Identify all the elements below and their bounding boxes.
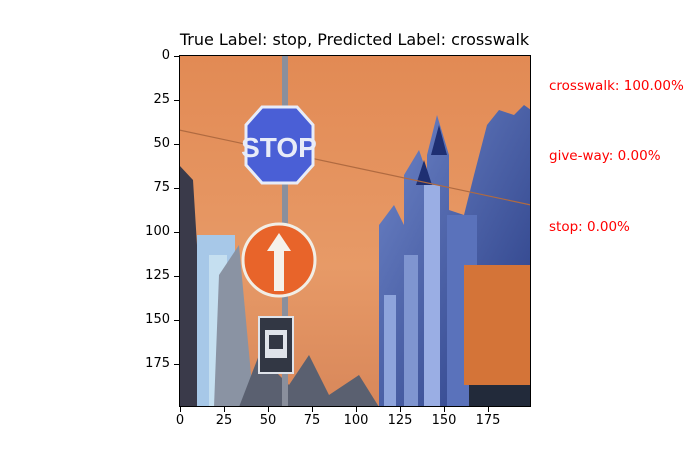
y-tick-label: 175 [145,356,170,371]
figure-title: True Label: stop, Predicted Label: cross… [179,30,530,49]
x-tick-label: 150 [431,413,457,428]
x-tick-label: 0 [175,413,185,428]
y-tick-label: 25 [153,92,170,107]
x-tick-label: 125 [387,413,413,428]
y-tick-label: 100 [145,224,170,239]
x-tick-label: 50 [259,413,277,428]
y-tick-label: 150 [145,312,170,327]
photo-plot: STOP [179,55,531,407]
y-tick-label: 125 [145,268,170,283]
prediction-label: give-way: 0.00% [549,148,661,164]
y-tick-label: 50 [153,136,170,151]
orange-panel [464,265,531,385]
stop-sign-text: STOP [241,132,317,163]
y-tick-label: 75 [153,180,170,195]
prediction-label: stop: 0.00% [549,219,630,235]
x-tick-label: 175 [475,413,501,428]
prediction-label: crosswalk: 100.00% [549,78,684,94]
arrow-up-icon [267,233,291,291]
x-tick-label: 25 [215,413,233,428]
y-tick-label: 0 [161,48,170,63]
stop-sign [244,105,315,185]
x-tick-label: 100 [343,413,369,428]
x-tick-label: 75 [303,413,321,428]
